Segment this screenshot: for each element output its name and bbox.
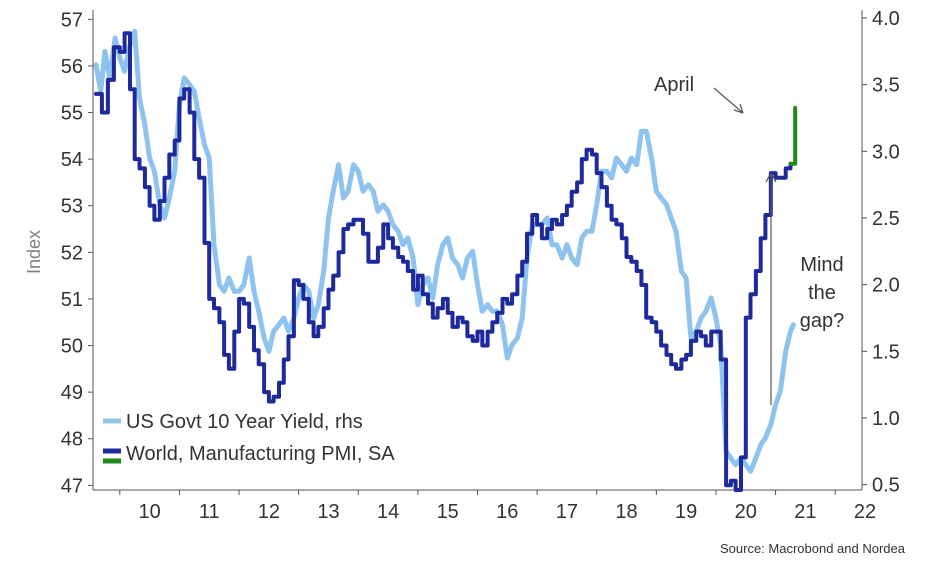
- annotation-april-arrow: [713, 87, 744, 114]
- x-ticks: 10 11 12 13 14 15 16 17 18 19 20 21 22: [119, 490, 876, 523]
- y-right-tick-label: 3.5: [872, 75, 900, 97]
- series-line-world-pmi: [94, 31, 793, 492]
- y-right-tick-label: 3.0: [872, 141, 900, 163]
- y-right-ticks: 0.5 1.0 1.5 2.0 2.5 3.0 3.5 4.0: [862, 8, 900, 497]
- y-left-tick-label: 49: [61, 382, 83, 404]
- y-left-tick-label: 54: [61, 149, 83, 171]
- x-tick-label: 10: [139, 501, 161, 523]
- y-left-tick-label: 52: [61, 242, 83, 264]
- y-right-tick-label: 1.5: [872, 341, 900, 363]
- x-tick-label: 12: [258, 501, 280, 523]
- x-tick-label: 14: [377, 501, 399, 523]
- y-right-tick-label: 2.5: [872, 208, 900, 230]
- x-tick-label: 11: [199, 501, 220, 523]
- annotation-april-arrowhead: [733, 103, 744, 114]
- series-line-world-pmi-latest: [788, 105, 798, 166]
- y-left-ticks: 47 48 49 50 51 52 53 54 55 56 57: [61, 9, 93, 497]
- x-tick-label: 13: [317, 501, 339, 523]
- y-axis-title: Index: [24, 230, 44, 274]
- annotation-the: the: [808, 282, 836, 304]
- y-left-tick-label: 56: [61, 56, 83, 78]
- y-left-tick-label: 57: [61, 9, 83, 31]
- series-lines: [93, 28, 798, 492]
- y-right-tick-label: 4.0: [872, 8, 900, 30]
- y-left-tick-label: 48: [61, 429, 83, 451]
- y-left-tick-label: 53: [61, 196, 83, 218]
- legend-label-yield: US Govt 10 Year Yield, rhs: [126, 411, 363, 433]
- x-tick-label: 17: [556, 501, 578, 523]
- annotation-april: April: [654, 74, 694, 96]
- x-tick-label: 22: [854, 501, 876, 523]
- x-tick-label: 18: [615, 501, 637, 523]
- series-line-us-10y-yield: [93, 28, 796, 474]
- x-tick-label: 16: [496, 501, 518, 523]
- y-left-tick-label: 47: [61, 475, 83, 497]
- x-tick-label: 20: [735, 501, 757, 523]
- annotation-mind: Mind: [800, 254, 843, 276]
- gap-arrowhead: [765, 172, 777, 183]
- y-right-tick-label: 1.0: [872, 408, 900, 430]
- y-left-tick-label: 55: [61, 103, 83, 125]
- legend-label-pmi: World, Manufacturing PMI, SA: [126, 443, 395, 465]
- y-left-tick-label: 50: [61, 336, 83, 358]
- annotation-gap: gap?: [800, 310, 845, 332]
- source-note: Source: Macrobond and Nordea: [720, 541, 906, 556]
- y-right-tick-label: 2.0: [872, 275, 900, 297]
- y-right-tick-label: 0.5: [872, 475, 900, 497]
- y-left-tick-label: 51: [61, 289, 83, 311]
- x-tick-label: 19: [675, 501, 697, 523]
- x-tick-label: 15: [437, 501, 459, 523]
- legend: US Govt 10 Year Yield, rhs World, Manufa…: [103, 411, 395, 465]
- x-tick-label: 21: [794, 501, 816, 523]
